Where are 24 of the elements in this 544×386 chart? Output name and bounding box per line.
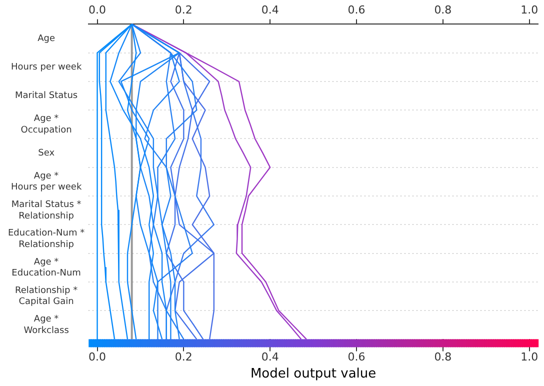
y-tick-label: Age * Workclass	[24, 314, 70, 336]
x2-tick-label: 0.4	[261, 350, 279, 364]
y-tick-label: Age	[38, 34, 56, 44]
x-tick-label: 1.0	[520, 3, 538, 16]
y-tick-label: Education-Num * Relationship	[8, 228, 86, 250]
x-tick-label: 0.2	[174, 3, 192, 16]
x2-tick-label: 0.2	[174, 350, 192, 364]
y-tick-label: Sex	[38, 148, 56, 158]
y-tick-label: Hours per week	[10, 62, 82, 72]
x2-tick-label: 0.0	[88, 350, 106, 364]
x-tick-label: 0.8	[434, 3, 452, 16]
x-axis-title: Model output value	[250, 366, 376, 382]
x2-tick-label: 1.0	[520, 350, 538, 364]
y-tick-label: Age * Hours per week	[10, 171, 82, 193]
x-tick-label: 0.4	[261, 3, 279, 16]
x-tick-label: 0.6	[348, 3, 366, 16]
y-tick-label: Relationship * Capital Gain	[15, 286, 78, 308]
x-tick-label: 0.0	[88, 3, 106, 16]
y-tick-label: Age * Occupation	[20, 114, 72, 136]
x2-tick-label: 0.8	[434, 350, 452, 364]
y-tick-label: Marital Status	[15, 91, 78, 102]
x2-tick-label: 0.6	[348, 350, 366, 364]
y-tick-label: Age * Education-Num	[12, 257, 81, 279]
y-tick-label: Marital Status * Relationship	[11, 200, 82, 222]
